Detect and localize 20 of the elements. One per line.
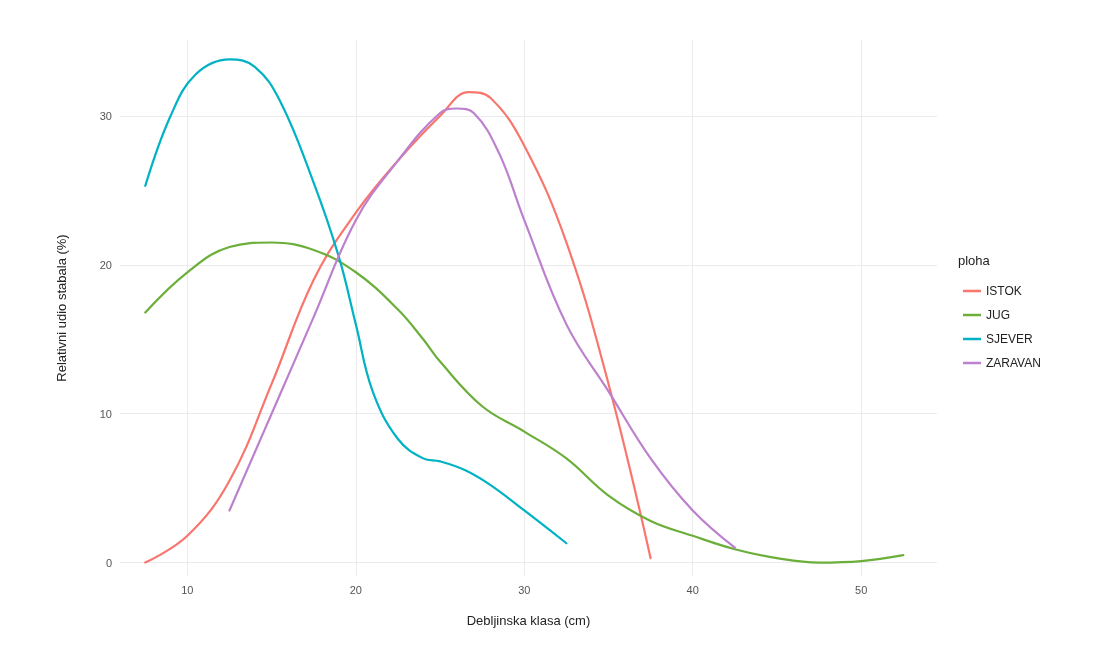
line-series bbox=[228, 107, 736, 549]
legend-title: ploha bbox=[958, 253, 991, 268]
legend-label: JUG bbox=[986, 308, 1010, 322]
x-tick-label: 20 bbox=[349, 583, 362, 596]
x-tick-label: 50 bbox=[855, 583, 868, 596]
y-tick-label: 0 bbox=[105, 556, 112, 569]
legend-label: SJEVER bbox=[986, 332, 1034, 346]
x-tick-label: 30 bbox=[518, 583, 531, 596]
line-series bbox=[144, 58, 568, 545]
x-tick-label: 10 bbox=[181, 583, 194, 596]
line-series bbox=[144, 91, 652, 564]
legend-label: ZARAVAN bbox=[986, 356, 1041, 370]
y-tick-label: 30 bbox=[99, 109, 112, 122]
legend-label: ISTOK bbox=[986, 284, 1022, 298]
y-axis-title: Relativni udio stabala (%) bbox=[54, 234, 69, 382]
y-tick-label: 20 bbox=[99, 258, 112, 271]
x-tick-label: 40 bbox=[686, 583, 699, 596]
x-axis-title: Debljinska klasa (cm) bbox=[466, 613, 591, 628]
y-tick-label: 10 bbox=[99, 407, 112, 420]
line-series bbox=[144, 241, 905, 564]
